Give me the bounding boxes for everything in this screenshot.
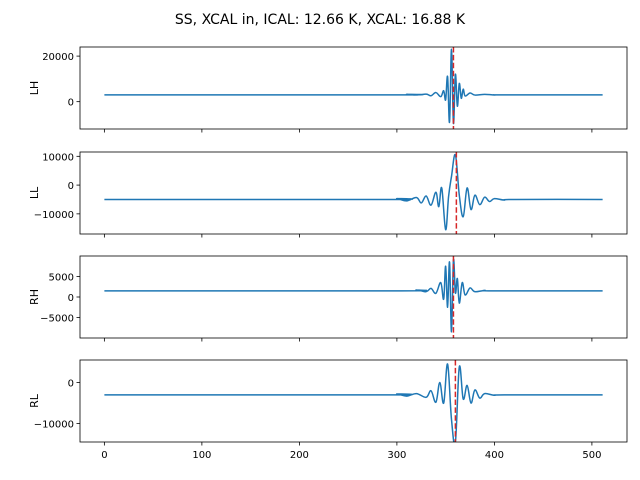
y-tick-label: −10000: [34, 210, 74, 221]
x-tick-label: 200: [290, 450, 309, 461]
series-line: [104, 48, 603, 125]
series-line: [104, 153, 603, 231]
y-tick-label: 0: [68, 293, 74, 304]
x-tick-label: 300: [387, 450, 406, 461]
subplot-rh: −5000 0 5000 RH: [28, 255, 628, 342]
axes-frame: [79, 255, 628, 339]
y-tick-label: 10000: [42, 152, 74, 163]
y-tick-label: 20000: [42, 52, 74, 63]
figure-title: SS, XCAL in, ICAL: 12.66 K, XCAL: 16.88 …: [175, 12, 466, 28]
axes-frame: [79, 46, 628, 130]
axes-frame: [79, 359, 628, 443]
subplot-lh: 0 20000 LH: [28, 46, 628, 133]
y-tick-label: 0: [68, 181, 74, 192]
x-tick-label: 100: [192, 450, 211, 461]
y-axis-label: LL: [28, 186, 41, 199]
y-tick-label: −10000: [34, 420, 74, 431]
x-tick-label: 0: [101, 450, 107, 461]
y-axis-label: LH: [28, 81, 41, 95]
series-line: [104, 363, 603, 442]
y-tick-label: −5000: [40, 314, 74, 325]
series-line: [104, 258, 603, 333]
subplot-rl: −10000 0 0 100 200 300 400 500 RL: [28, 359, 628, 461]
x-tick-label: 400: [485, 450, 504, 461]
y-axis-label: RH: [28, 289, 41, 305]
y-tick-label: 5000: [49, 273, 74, 284]
subplot-ll: −10000 0 10000 LL: [28, 151, 628, 238]
y-axis-label: RL: [28, 393, 41, 408]
y-tick-label: 0: [68, 379, 74, 390]
x-tick-label: 500: [582, 450, 601, 461]
subplots: 020000LH−10000010000LL−500005000RH−10000…: [28, 46, 628, 461]
axes-frame: [79, 151, 628, 235]
y-tick-label: 0: [68, 98, 74, 109]
